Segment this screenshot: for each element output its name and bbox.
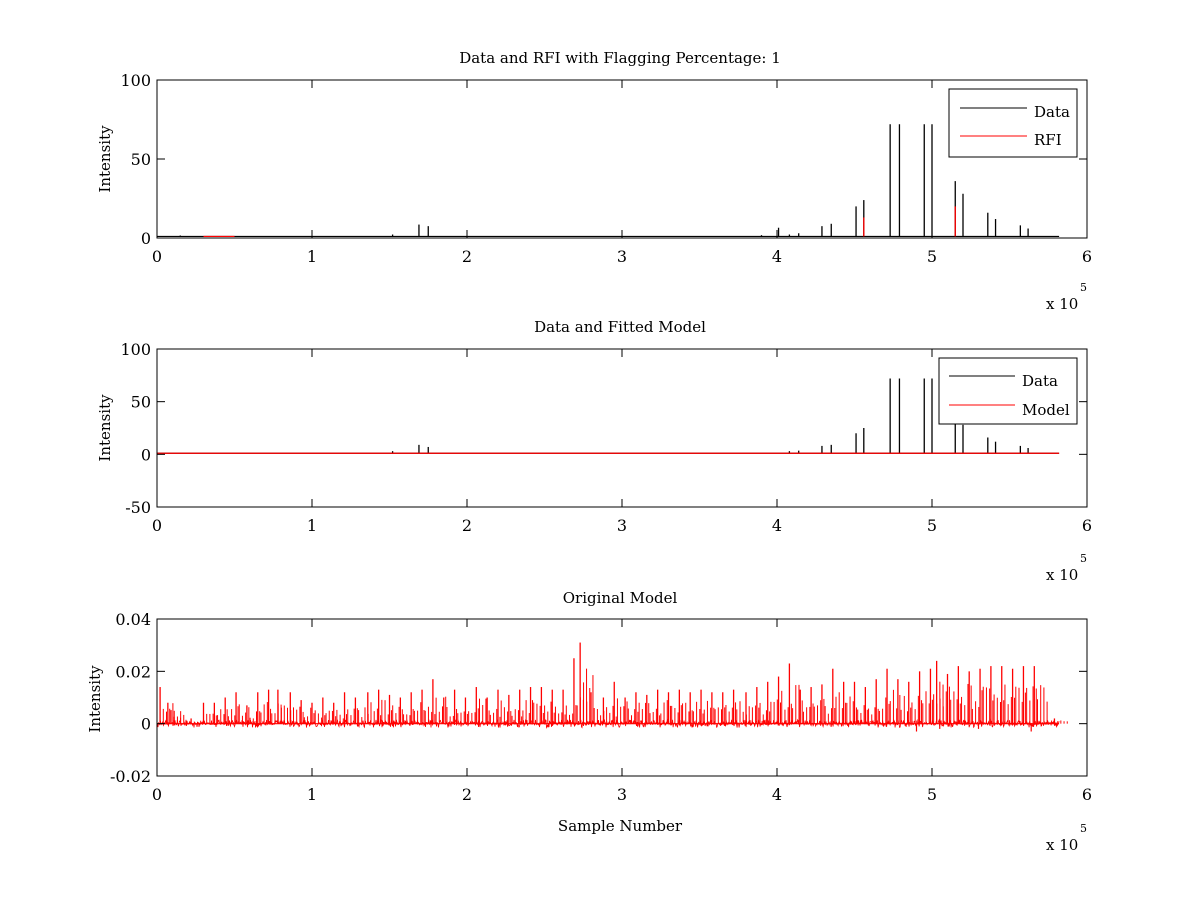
y-tick-label: 0 — [141, 229, 151, 248]
x-tick-label: 2 — [462, 516, 472, 535]
x-multiplier-exponent: 5 — [1080, 822, 1087, 835]
legend-box — [948, 88, 1078, 158]
axis-ticks: 0 1 2 3 4 5 6 0 50 100 — [120, 71, 1092, 266]
y-axis-label: Intensity — [86, 665, 104, 733]
panel-title: Data and Fitted Model — [534, 318, 706, 336]
axes-frame — [156, 79, 1088, 239]
y-tick-label: 100 — [120, 71, 151, 90]
x-tick-label: 4 — [772, 785, 782, 804]
panel-original-model: Original Model Intensity 0 1 2 3 4 5 6-0.0200.… — [86, 589, 1092, 854]
x-tick-label: 1 — [307, 247, 317, 266]
y-axis-label: Intensity — [96, 125, 114, 193]
x-tick-label: 0 — [152, 516, 162, 535]
series-noise — [156, 718, 1060, 729]
x-tick-label: 2 — [462, 785, 472, 804]
x-tick-label: 1 — [307, 516, 317, 535]
x-tick-label: 3 — [617, 247, 627, 266]
y-tick-label: 0 — [141, 445, 151, 464]
panel-title: Data and RFI with Flagging Percentage: 1 — [459, 49, 781, 67]
y-tick-label: 50 — [131, 150, 151, 169]
y-tick-label: 0.02 — [115, 662, 151, 681]
series-model-0 — [156, 642, 1068, 732]
y-tick-label: -50 — [125, 498, 151, 517]
y-tick-label: 0 — [141, 715, 151, 734]
x-tick-label: 3 — [617, 785, 627, 804]
x-multiplier-exponent: 5 — [1080, 552, 1087, 565]
x-tick-label: 5 — [927, 516, 937, 535]
panel-data-and-rfi: Data and RFI with Flagging Percentage: 1… — [96, 49, 1092, 313]
x-tick-label: 5 — [927, 785, 937, 804]
x-tick-label: 0 — [152, 785, 162, 804]
x-multiplier: x 10 — [1046, 566, 1078, 584]
y-tick-label: 50 — [131, 393, 151, 412]
y-tick-label: 100 — [120, 340, 151, 359]
x-tick-label: 6 — [1082, 247, 1092, 266]
series-rfi-1 — [203, 206, 956, 238]
legend-label-data: Data — [1022, 372, 1058, 390]
x-tick-label: 5 — [927, 247, 937, 266]
x-tick-label: 6 — [1082, 785, 1092, 804]
x-multiplier-exponent: 5 — [1080, 281, 1087, 294]
x-tick-label: 0 — [152, 247, 162, 266]
x-axis-label: Sample Number — [558, 817, 683, 835]
legend-label-rfi: RFI — [1034, 131, 1062, 149]
plot-area — [156, 642, 1068, 732]
legend: Data Model — [938, 357, 1078, 425]
x-tick-label: 4 — [772, 516, 782, 535]
x-tick-label: 3 — [617, 516, 627, 535]
y-tick-label: 0.04 — [115, 610, 151, 629]
x-tick-label: 6 — [1082, 516, 1092, 535]
x-tick-label: 4 — [772, 247, 782, 266]
plot-area — [157, 378, 1060, 454]
y-axis-label: Intensity — [96, 394, 114, 462]
y-tick-label: -0.02 — [110, 767, 151, 786]
legend: Data RFI — [948, 88, 1078, 158]
x-multiplier: x 10 — [1046, 836, 1078, 854]
x-tick-label: 2 — [462, 247, 472, 266]
legend-label-model: Model — [1022, 401, 1070, 419]
panel-title: Original Model — [563, 589, 678, 607]
series-data-0 — [157, 124, 1060, 238]
axes-frame — [156, 348, 1088, 508]
axes-frame — [156, 618, 1088, 777]
panel-data-and-fitted-model: Data and Fitted Model Intensity 0 1 2 3 4 5 6 -… — [96, 318, 1092, 584]
legend-box — [938, 357, 1078, 425]
legend-label-data: Data — [1034, 103, 1070, 121]
x-multiplier: x 10 — [1046, 295, 1078, 313]
plot-area — [157, 124, 1060, 238]
x-tick-label: 1 — [307, 785, 317, 804]
